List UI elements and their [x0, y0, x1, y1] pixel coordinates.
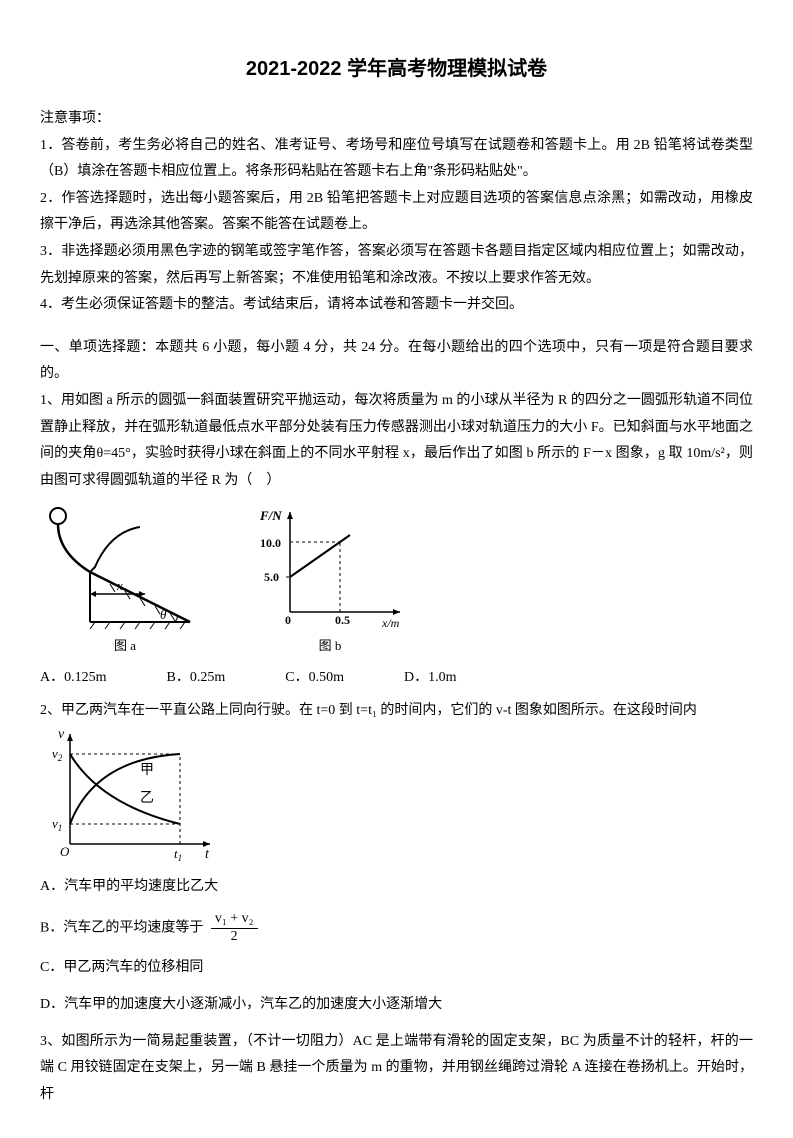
q2-figure: v t O t1 v1 v2 甲 乙: [40, 724, 753, 864]
svg-text:F/N: F/N: [259, 508, 282, 523]
fn-chart-icon: F/N x/m 0 0.5 10.0 5.0: [250, 502, 410, 632]
svg-text:θ: θ: [160, 607, 167, 622]
q1-option-a: A．0.125m: [40, 665, 107, 692]
notice-label: 注意事项：: [40, 106, 753, 133]
q3-text: 3、如图所示为一简易起重装置，（不计一切阻力）AC 是上端带有滑轮的固定支架，B…: [40, 1029, 753, 1109]
q1-option-d: D．1.0m: [404, 665, 457, 692]
fraction-icon: v₁ + v₂ 2: [211, 911, 258, 946]
svg-text:x: x: [116, 578, 123, 593]
section-1-heading: 一、单项选择题：本题共 6 小题，每小题 4 分，共 24 分。在每小题给出的四…: [40, 335, 753, 388]
svg-text:0: 0: [285, 613, 291, 627]
ramp-diagram-icon: x θ: [40, 502, 210, 632]
svg-text:O: O: [60, 844, 70, 859]
q2-option-c: C．甲乙两汽车的位移相同: [40, 955, 753, 982]
svg-text:v2: v2: [52, 746, 63, 763]
q1-text: 1、用如图 a 所示的圆弧一斜面装置研究平抛运动，每次将质量为 m 的小球从半径…: [40, 388, 753, 494]
q2-option-b-prefix: B．汽车乙的平均速度等于: [40, 920, 203, 935]
svg-text:10.0: 10.0: [260, 536, 281, 550]
q2-option-a: A．汽车甲的平均速度比乙大: [40, 874, 753, 901]
q1-figures: x θ 图 a F/N x/m 0 0.5 10.0 5.0 图 b: [40, 502, 753, 659]
notice-2: 2．作答选择题时，选出每小题答案后，用 2B 铅笔把答题卡上对应题目选项的答案信…: [40, 186, 753, 239]
notice-3: 3．非选择题必须用黑色字迹的钢笔或签字笔作答，答案必须写在答题卡各题目指定区域内…: [40, 239, 753, 292]
svg-text:v1: v1: [52, 816, 62, 833]
q1-figure-b: F/N x/m 0 0.5 10.0 5.0 图 b: [250, 502, 410, 659]
notice-1: 1．答卷前，考生务必将自己的姓名、准考证号、考场号和座位号填写在试题卷和答题卡上…: [40, 133, 753, 186]
q1-options: A．0.125m B．0.25m C．0.50m D．1.0m: [40, 665, 753, 692]
svg-text:0.5: 0.5: [335, 613, 350, 627]
svg-text:t1: t1: [174, 846, 182, 863]
q2-text: 2、甲乙两汽车在一平直公路上同向行驶。在 t=0 到 t=t₁ 的时间内，它们的…: [40, 698, 753, 725]
q1-fig-a-caption: 图 a: [40, 634, 210, 659]
q2-option-b: B．汽车乙的平均速度等于 v₁ + v₂ 2: [40, 911, 753, 946]
frac-den: 2: [211, 929, 258, 946]
page-title: 2021-2022 学年高考物理模拟试卷: [40, 50, 753, 88]
notice-4: 4．考生必须保证答题卡的整洁。考试结束后，请将本试卷和答题卡一并交回。: [40, 292, 753, 319]
svg-text:甲: 甲: [140, 763, 154, 778]
svg-text:v: v: [58, 727, 65, 742]
q1-fig-b-caption: 图 b: [250, 634, 410, 659]
q1-option-c: C．0.50m: [285, 665, 344, 692]
q1-option-b: B．0.25m: [167, 665, 226, 692]
svg-text:乙: 乙: [140, 790, 154, 806]
q1-figure-a: x θ 图 a: [40, 502, 210, 659]
q2-option-d: D．汽车甲的加速度大小逐渐减小，汽车乙的加速度大小逐渐增大: [40, 992, 753, 1019]
frac-num: v₁ + v₂: [211, 911, 258, 929]
vt-chart-icon: v t O t1 v1 v2 甲 乙: [40, 724, 220, 864]
svg-text:t: t: [205, 847, 210, 862]
svg-text:x/m: x/m: [381, 616, 400, 630]
svg-text:5.0: 5.0: [264, 570, 279, 584]
